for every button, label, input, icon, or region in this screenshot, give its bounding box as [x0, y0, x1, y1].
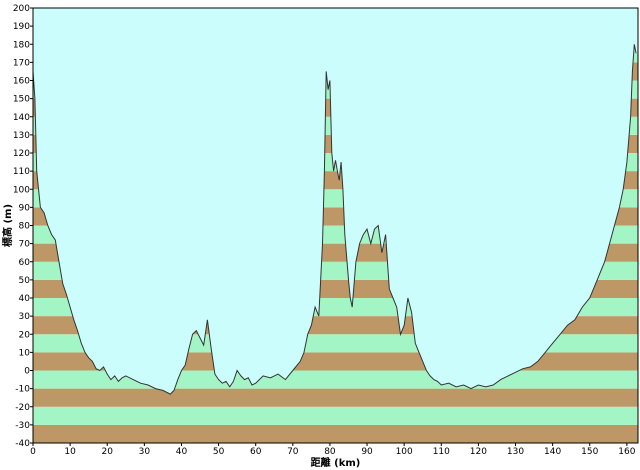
y-tick-label: 120: [13, 149, 30, 159]
x-tick-label: 130: [507, 447, 524, 457]
y-tick-label: 190: [13, 22, 30, 32]
y-axis-ticks: -40 -30 -20 -10 0 10 20 30 40 50 60 70 80 90 100 110 120…: [13, 4, 33, 449]
x-tick-label: 0: [30, 447, 36, 457]
y-tick-label: 0: [24, 367, 30, 377]
y-tick-label: 90: [19, 203, 31, 213]
y-tick-label: 30: [19, 312, 31, 322]
y-tick-label: 180: [13, 40, 30, 50]
y-tick-label: 80: [19, 222, 31, 232]
elevation-profile-line: [32, 44, 637, 395]
y-tick-label: 50: [19, 276, 31, 286]
x-tick-label: 30: [139, 447, 151, 457]
y-tick-label: -10: [15, 385, 30, 395]
y-tick-label: 200: [13, 4, 30, 14]
y-tick-label: 10: [19, 348, 31, 358]
x-tick-label: 50: [213, 447, 225, 457]
y-tick-label: 140: [13, 113, 30, 123]
y-tick-label: 60: [19, 258, 31, 268]
x-axis-label: 距離 (km): [311, 456, 361, 469]
x-tick-label: 110: [433, 447, 450, 457]
sky-area: [33, 8, 638, 395]
x-tick-label: 10: [64, 447, 76, 457]
y-tick-label: 110: [13, 167, 30, 177]
elevation-band: [33, 406, 638, 425]
y-tick-label: -40: [15, 439, 30, 449]
y-tick-label: 70: [19, 240, 31, 250]
x-tick-label: 150: [581, 447, 598, 457]
x-tick-label: 70: [287, 447, 299, 457]
y-tick-label: -30: [15, 421, 30, 431]
x-tick-label: 120: [470, 447, 487, 457]
x-tick-label: 90: [361, 447, 373, 457]
y-tick-label: 20: [19, 330, 31, 340]
elevation-band: [33, 424, 638, 443]
x-tick-label: 60: [250, 447, 262, 457]
y-axis-label: 標高 (m): [1, 204, 14, 247]
x-tick-label: 80: [324, 447, 336, 457]
y-tick-label: 160: [13, 77, 30, 87]
x-tick-label: 40: [176, 447, 188, 457]
elevation-band: [33, 388, 638, 407]
y-tick-label: 40: [19, 294, 31, 304]
y-tick-label: 150: [13, 95, 30, 105]
x-tick-label: 140: [544, 447, 561, 457]
y-tick-label: 170: [13, 58, 30, 68]
y-tick-label: 130: [13, 131, 30, 141]
x-tick-label: 20: [102, 447, 114, 457]
x-tick-label: 100: [396, 447, 413, 457]
y-tick-label: 100: [13, 185, 30, 195]
x-axis-ticks: 0 10 20 30 40 50 60 70 80 90 100 110 120 130 140 150 160: [30, 443, 636, 457]
y-tick-label: -20: [15, 403, 30, 413]
x-tick-label: 160: [618, 447, 635, 457]
